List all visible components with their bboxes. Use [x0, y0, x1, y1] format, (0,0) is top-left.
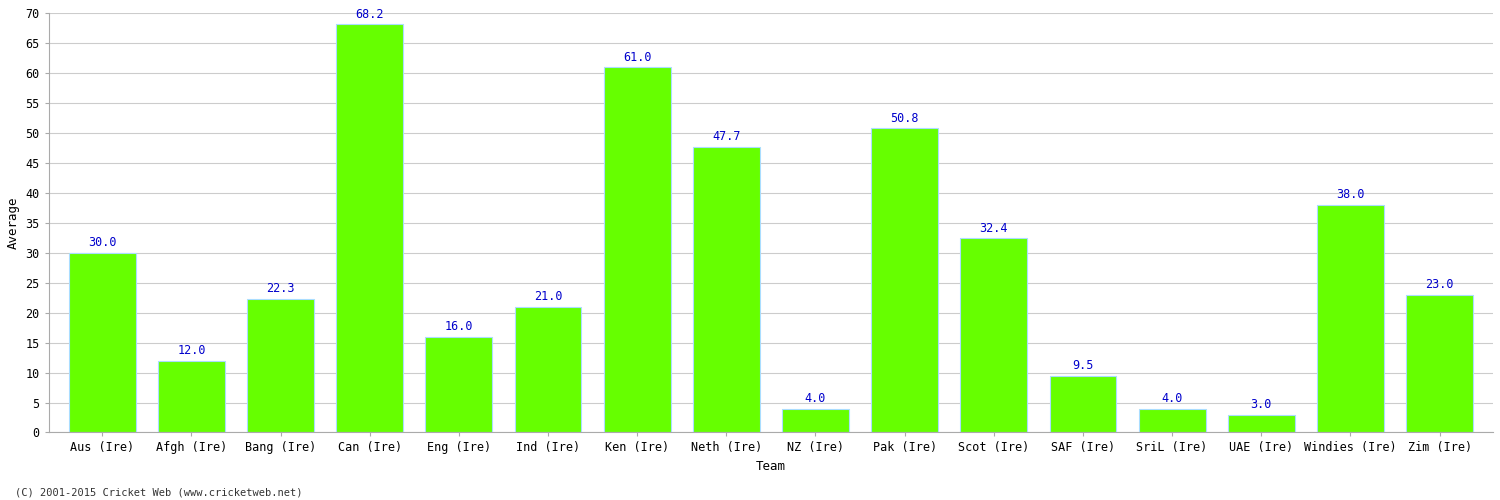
Text: 4.0: 4.0 [806, 392, 826, 405]
Bar [158, 360, 225, 432]
Bar [1050, 376, 1116, 432]
Bar [693, 147, 760, 432]
Text: 16.0: 16.0 [444, 320, 472, 333]
Text: 21.0: 21.0 [534, 290, 562, 303]
Text: (C) 2001-2015 Cricket Web (www.cricketweb.net): (C) 2001-2015 Cricket Web (www.cricketwe… [15, 488, 303, 498]
Text: 38.0: 38.0 [1336, 188, 1365, 202]
Text: 23.0: 23.0 [1425, 278, 1454, 291]
Text: 9.5: 9.5 [1072, 359, 1094, 372]
Bar [69, 253, 135, 432]
Y-axis label: Average: Average [8, 196, 20, 249]
Bar [1317, 205, 1384, 432]
Bar [336, 24, 404, 432]
Bar [1228, 414, 1294, 432]
Text: 3.0: 3.0 [1251, 398, 1272, 411]
Bar [782, 408, 849, 432]
Bar [1406, 295, 1473, 432]
Bar [426, 336, 492, 432]
Text: 22.3: 22.3 [267, 282, 296, 296]
X-axis label: Team: Team [756, 460, 786, 473]
Text: 12.0: 12.0 [177, 344, 206, 357]
Bar [871, 128, 938, 432]
Text: 4.0: 4.0 [1161, 392, 1184, 405]
Bar [960, 238, 1028, 432]
Text: 32.4: 32.4 [980, 222, 1008, 235]
Bar [248, 299, 314, 432]
Text: 50.8: 50.8 [891, 112, 920, 124]
Text: 68.2: 68.2 [356, 8, 384, 20]
Text: 61.0: 61.0 [622, 50, 651, 64]
Bar [604, 67, 670, 432]
Bar [1138, 408, 1206, 432]
Text: 47.7: 47.7 [712, 130, 741, 143]
Bar [514, 306, 582, 432]
Text: 30.0: 30.0 [88, 236, 117, 250]
